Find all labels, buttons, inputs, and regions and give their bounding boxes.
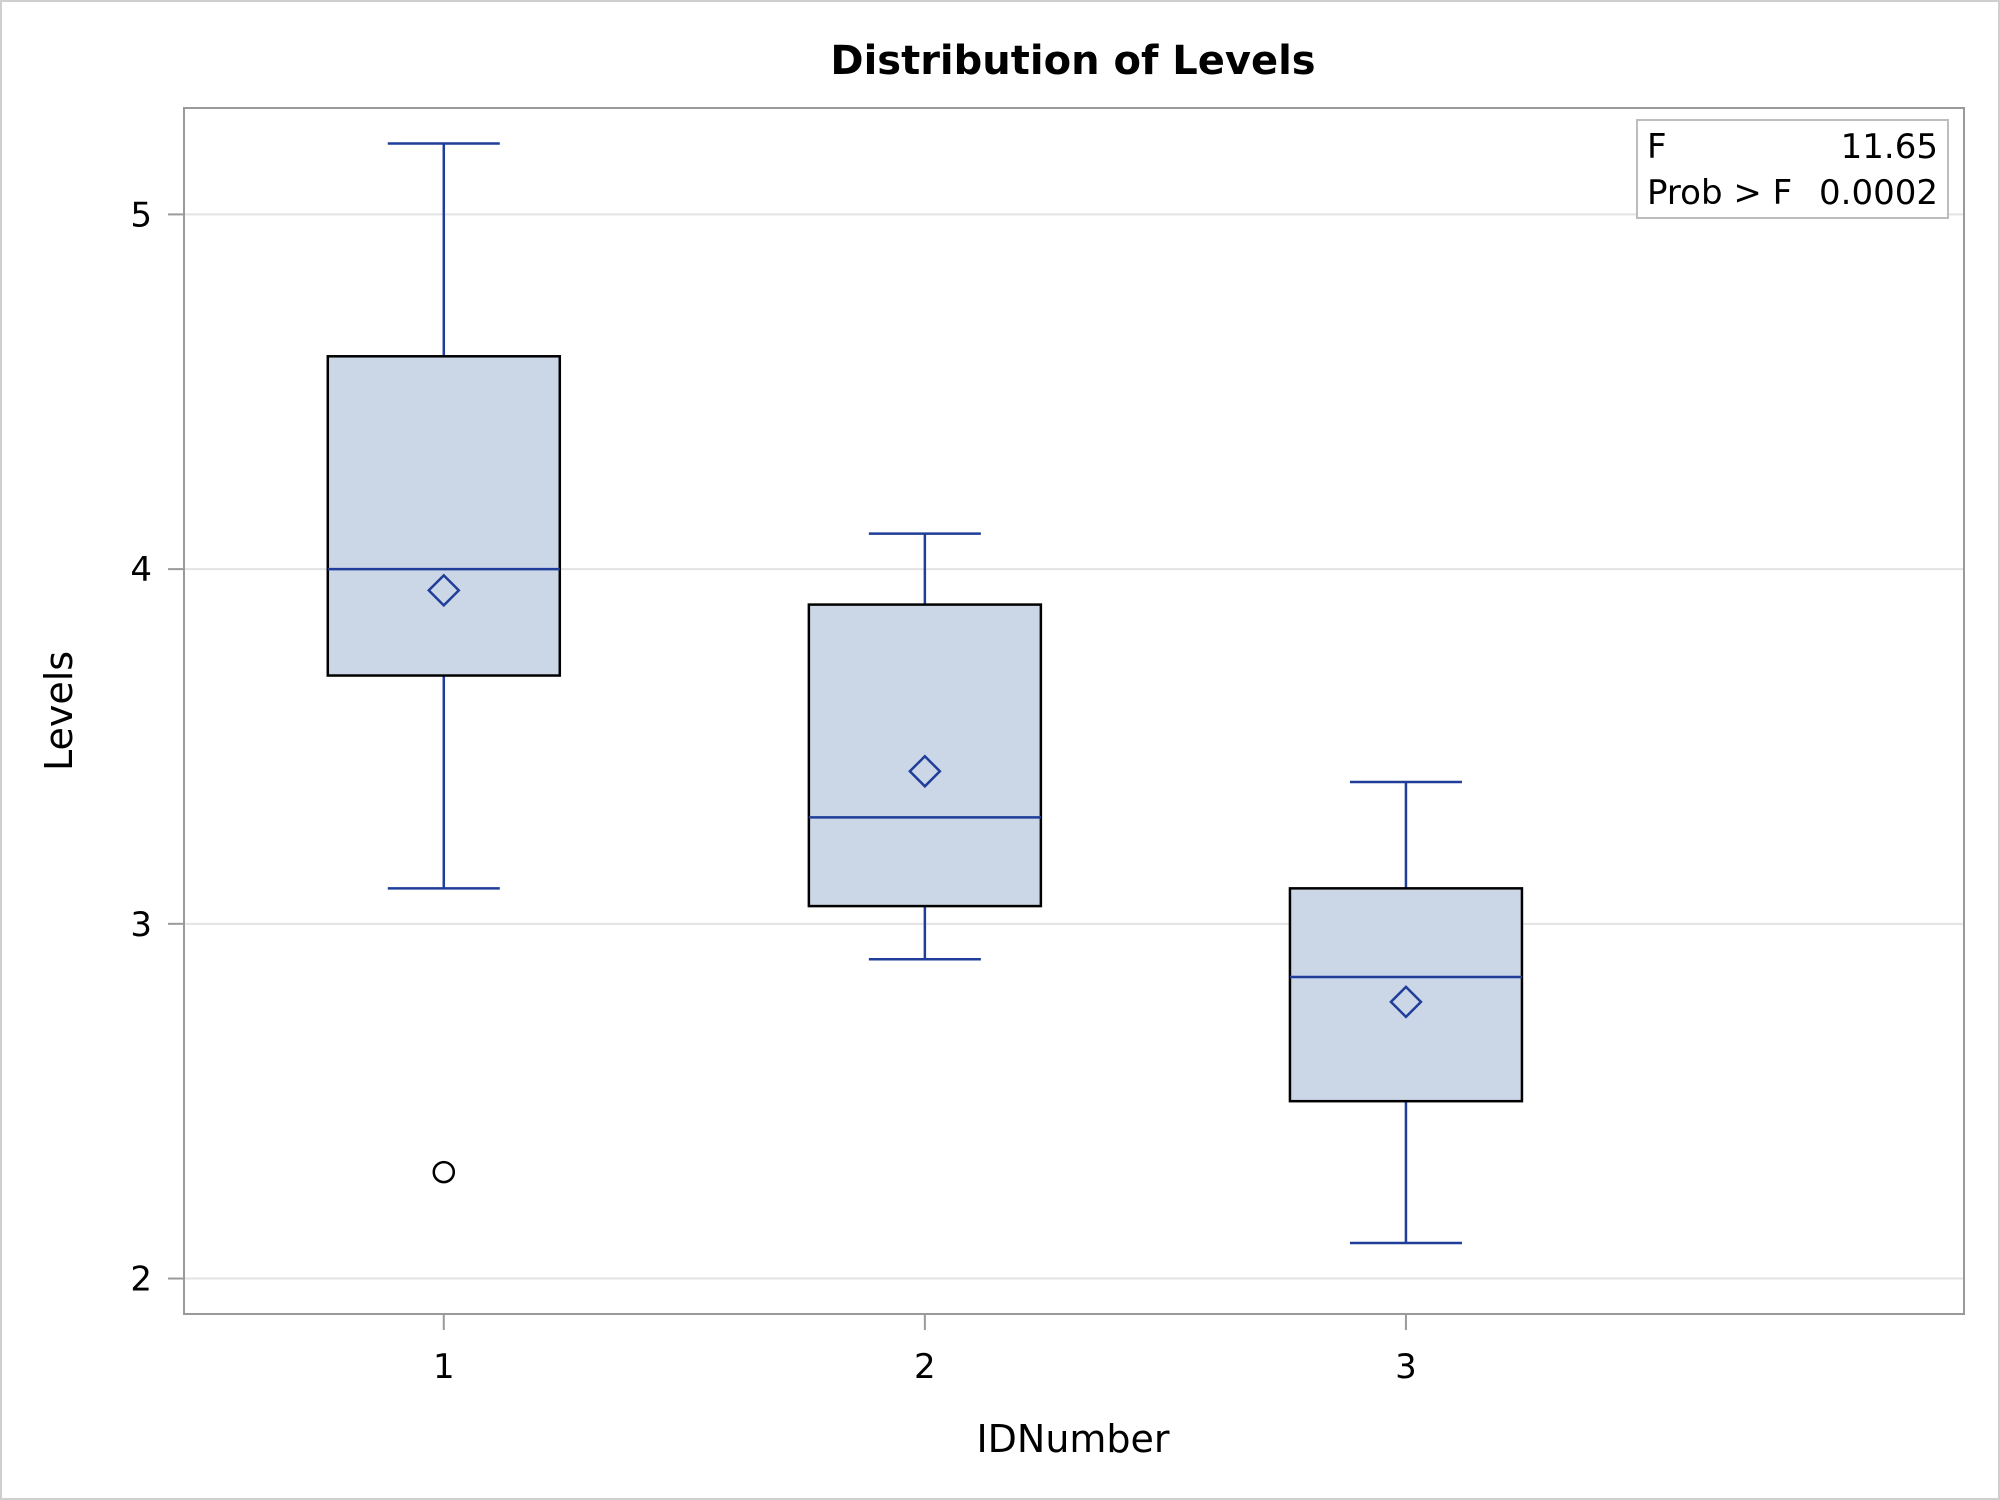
x-tick-label: 2 <box>914 1347 936 1387</box>
inset-stat-value: 0.0002 <box>1819 173 1938 213</box>
box-plots <box>326 142 1524 1245</box>
mean-marker <box>1389 985 1423 1019</box>
y-tick-label: 2 <box>130 1260 152 1300</box>
statistics-inset: F 11.65 Prob > F 0.0002 <box>1636 119 1949 219</box>
inset-frame <box>1636 119 1949 219</box>
interquartile-box <box>1288 887 1524 1103</box>
chart-title: Distribution of Levels <box>830 38 1315 84</box>
inset-stat-label: F <box>1647 127 1667 167</box>
x-axis-ticks: 1 2 3 <box>433 1314 1417 1387</box>
plot-frame <box>183 107 1965 1315</box>
x-axis-label: IDNumber <box>976 1417 1169 1461</box>
x-tick-label: 3 <box>1395 1347 1417 1387</box>
box-plot-1 <box>326 142 562 1184</box>
inset-stat-value: 11.65 <box>1841 127 1938 167</box>
y-tick-label: 4 <box>130 550 152 590</box>
box-plot-3 <box>1288 780 1524 1245</box>
y-axis-ticks: 2 3 4 5 <box>130 195 184 1300</box>
mean-marker <box>908 754 942 789</box>
x-tick-label: 1 <box>433 1347 455 1387</box>
box-plot-2 <box>807 532 1043 961</box>
interquartile-box <box>326 355 562 677</box>
outlier-point <box>432 1160 456 1184</box>
mean-marker <box>427 573 461 608</box>
y-tick-label: 5 <box>130 195 152 235</box>
inset-stat-label: Prob > F <box>1647 173 1792 213</box>
y-tick-label: 3 <box>130 905 152 945</box>
y-axis-label: Levels <box>37 651 81 771</box>
